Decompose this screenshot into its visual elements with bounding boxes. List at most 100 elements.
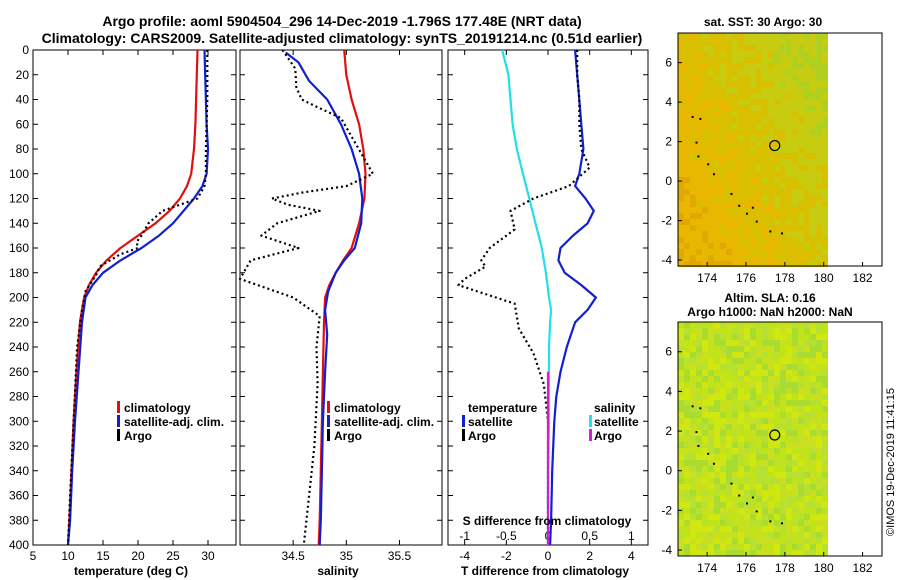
map-cell — [780, 135, 786, 141]
map-cell — [804, 75, 810, 81]
map-cell — [750, 460, 756, 466]
map-cell — [714, 81, 720, 87]
map-cell — [792, 243, 798, 249]
map-cell — [702, 478, 708, 484]
map-cell — [774, 189, 780, 195]
map-cell — [756, 255, 762, 261]
map-cell — [726, 129, 732, 135]
map-cell — [822, 526, 828, 532]
map-cell — [708, 352, 714, 358]
map-cell — [708, 478, 714, 484]
map-cell — [720, 171, 726, 177]
y-tick-label: 300 — [9, 414, 29, 428]
map-cell — [684, 364, 690, 370]
map-cell — [786, 63, 792, 69]
map-cell — [792, 394, 798, 400]
map-cell — [774, 358, 780, 364]
map-cell — [726, 514, 732, 520]
map-cell — [810, 195, 816, 201]
map-cell — [714, 255, 720, 261]
map-cell — [816, 111, 822, 117]
map-cell — [786, 219, 792, 225]
map-cell — [822, 123, 828, 129]
map-cell — [810, 340, 816, 346]
map-cell — [726, 448, 732, 454]
map-cell — [732, 544, 738, 550]
map-cell — [774, 472, 780, 478]
map-cell — [678, 45, 684, 51]
map-cell — [732, 45, 738, 51]
map-cell — [714, 213, 720, 219]
map-cell — [738, 364, 744, 370]
map-cell — [786, 207, 792, 213]
map-cell — [678, 418, 684, 424]
map-cell — [804, 370, 810, 376]
map-cell — [732, 352, 738, 358]
map-cell — [786, 153, 792, 159]
map-cell — [720, 255, 726, 261]
map-cell — [804, 81, 810, 87]
map-cell — [762, 231, 768, 237]
y-tick-label: 40 — [16, 93, 30, 107]
map-cell — [708, 63, 714, 69]
map-cell — [678, 159, 684, 165]
map-cell — [732, 370, 738, 376]
map-cell — [780, 328, 786, 334]
map-cell — [774, 352, 780, 358]
x-tick-label: 0 — [545, 549, 552, 563]
map-cell — [804, 231, 810, 237]
map-cell — [798, 237, 804, 243]
map-cell — [714, 237, 720, 243]
map-cell — [684, 382, 690, 388]
map-cell — [774, 502, 780, 508]
map-cell — [816, 496, 822, 502]
map-cell — [690, 207, 696, 213]
map-cell — [798, 159, 804, 165]
x-tick-label: 30 — [201, 549, 215, 563]
map-cell — [684, 153, 690, 159]
map-cell — [696, 219, 702, 225]
map-cell — [780, 237, 786, 243]
difference-xlabel: T difference from climatology — [461, 564, 629, 578]
map-cell — [750, 141, 756, 147]
map-cell — [720, 93, 726, 99]
map-cell — [816, 478, 822, 484]
map-cell — [798, 129, 804, 135]
salinity-panel: 34.5 35 35.5 — [238, 49, 443, 563]
island-marker — [755, 220, 758, 223]
map-cell — [732, 388, 738, 394]
map-cell — [822, 508, 828, 514]
salinity-legend: climatology satellite-adj. clim. Argo — [327, 401, 434, 443]
map-cell — [750, 93, 756, 99]
map-cell — [816, 237, 822, 243]
map-cell — [678, 532, 684, 538]
map-cell — [732, 430, 738, 436]
map-cell — [792, 177, 798, 183]
map-cell — [732, 442, 738, 448]
map-cell — [696, 322, 702, 328]
map-cell — [774, 69, 780, 75]
map-cell — [708, 388, 714, 394]
map-cell — [696, 129, 702, 135]
map-cell — [816, 165, 822, 171]
map-cell — [774, 514, 780, 520]
map-cell — [708, 33, 714, 39]
map-cell — [738, 472, 744, 478]
map-cell — [750, 117, 756, 123]
map-cell — [804, 382, 810, 388]
map-cell — [738, 111, 744, 117]
map-cell — [702, 454, 708, 460]
map-cell — [768, 123, 774, 129]
map-y-tick-label: 0 — [665, 174, 672, 188]
map-cell — [744, 255, 750, 261]
map-cell — [684, 51, 690, 57]
map-cell — [810, 490, 816, 496]
map-cell — [750, 502, 756, 508]
map-cell — [822, 33, 828, 39]
map-cell — [696, 243, 702, 249]
map-cell — [804, 436, 810, 442]
map-cell — [726, 352, 732, 358]
map-cell — [756, 81, 762, 87]
map-cell — [684, 478, 690, 484]
map-cell — [798, 466, 804, 472]
